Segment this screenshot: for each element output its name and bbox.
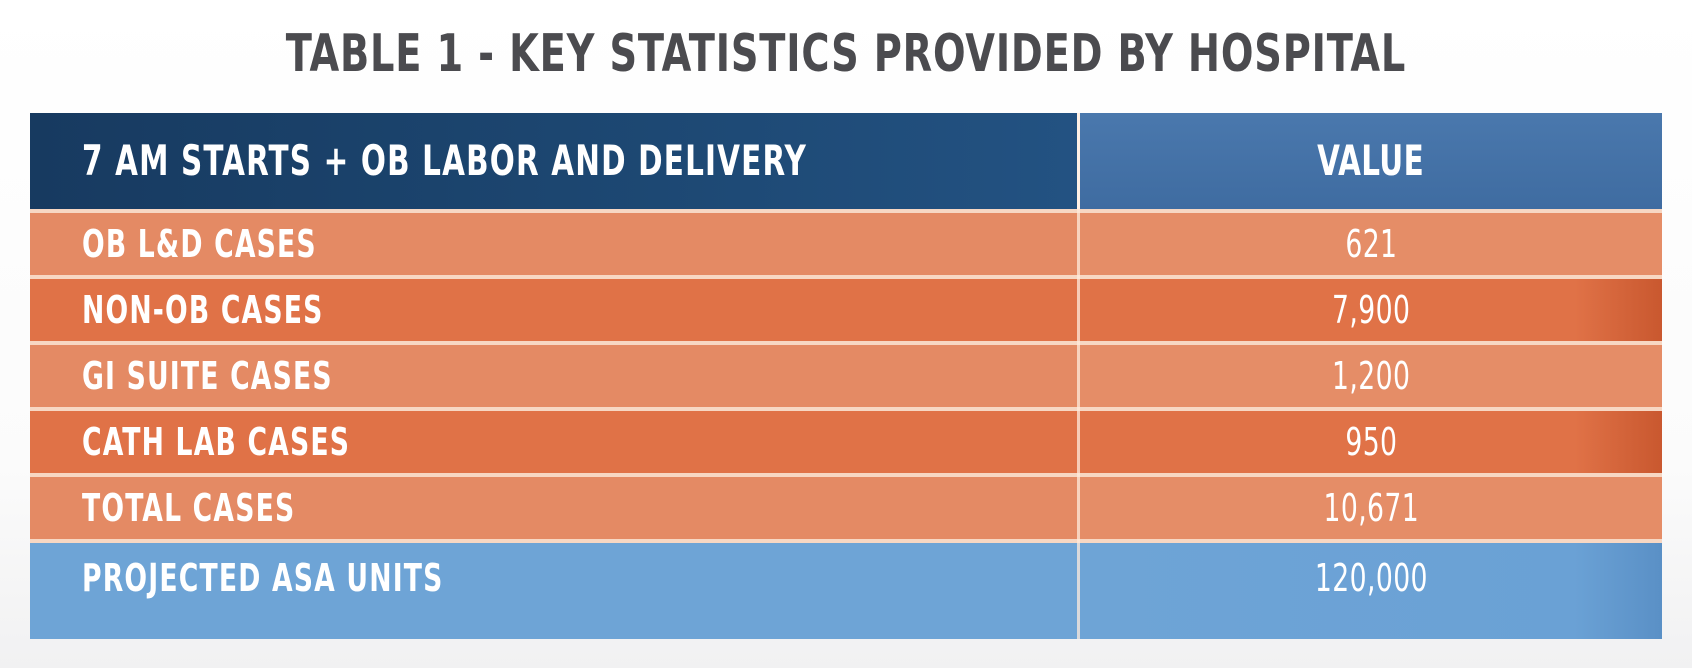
row-label-cell: OB L&D CASES (30, 213, 1077, 275)
row-divider (30, 341, 1662, 345)
row-label-cell: PROJECTED ASA UNITS (30, 543, 1077, 639)
table-row: NON-OB CASES 7,900 (30, 279, 1662, 341)
row-value: 10,671 (1323, 486, 1419, 530)
row-value-cell: 120,000 (1080, 543, 1662, 639)
row-label: PROJECTED ASA UNITS (82, 556, 444, 600)
row-label-cell: NON-OB CASES (30, 279, 1077, 341)
header-label-cell: 7 AM STARTS + OB LABOR AND DELIVERY (30, 113, 1077, 209)
row-value: 621 (1344, 222, 1398, 266)
table-title: TABLE 1 - KEY STATISTICS PROVIDED BY HOS… (285, 24, 1407, 84)
row-value: 1,200 (1331, 354, 1411, 398)
table-row: CATH LAB CASES 950 (30, 411, 1662, 473)
table-row: PROJECTED ASA UNITS 120,000 (30, 543, 1662, 639)
row-label: CATH LAB CASES (82, 420, 351, 464)
row-label-cell: GI SUITE CASES (30, 345, 1077, 407)
row-value-cell: 1,200 (1080, 345, 1662, 407)
header-value: VALUE (1317, 136, 1425, 185)
row-label: NON-OB CASES (82, 288, 324, 332)
row-value: 950 (1344, 420, 1398, 464)
row-value-cell: 10,671 (1080, 477, 1662, 539)
row-divider (30, 407, 1662, 411)
header-label: 7 AM STARTS + OB LABOR AND DELIVERY (82, 136, 808, 185)
header-value-cell: VALUE (1080, 113, 1662, 209)
row-label: TOTAL CASES (82, 486, 296, 530)
row-label-cell: TOTAL CASES (30, 477, 1077, 539)
row-value-cell: 7,900 (1080, 279, 1662, 341)
row-value: 7,900 (1331, 288, 1411, 332)
table-header-row: 7 AM STARTS + OB LABOR AND DELIVERY VALU… (30, 113, 1662, 209)
row-value-cell: 621 (1080, 213, 1662, 275)
row-value: 120,000 (1314, 556, 1428, 600)
row-value-cell: 950 (1080, 411, 1662, 473)
row-label-cell: CATH LAB CASES (30, 411, 1077, 473)
row-label: OB L&D CASES (82, 222, 317, 266)
table-row: GI SUITE CASES 1,200 (30, 345, 1662, 407)
row-divider (30, 539, 1662, 543)
table-row: OB L&D CASES 621 (30, 213, 1662, 275)
row-label: GI SUITE CASES (82, 354, 333, 398)
row-divider (30, 209, 1662, 213)
column-divider (1077, 113, 1080, 639)
row-divider (30, 275, 1662, 279)
row-divider (30, 473, 1662, 477)
table-row: TOTAL CASES 10,671 (30, 477, 1662, 539)
statistics-table: 7 AM STARTS + OB LABOR AND DELIVERY VALU… (30, 113, 1662, 639)
